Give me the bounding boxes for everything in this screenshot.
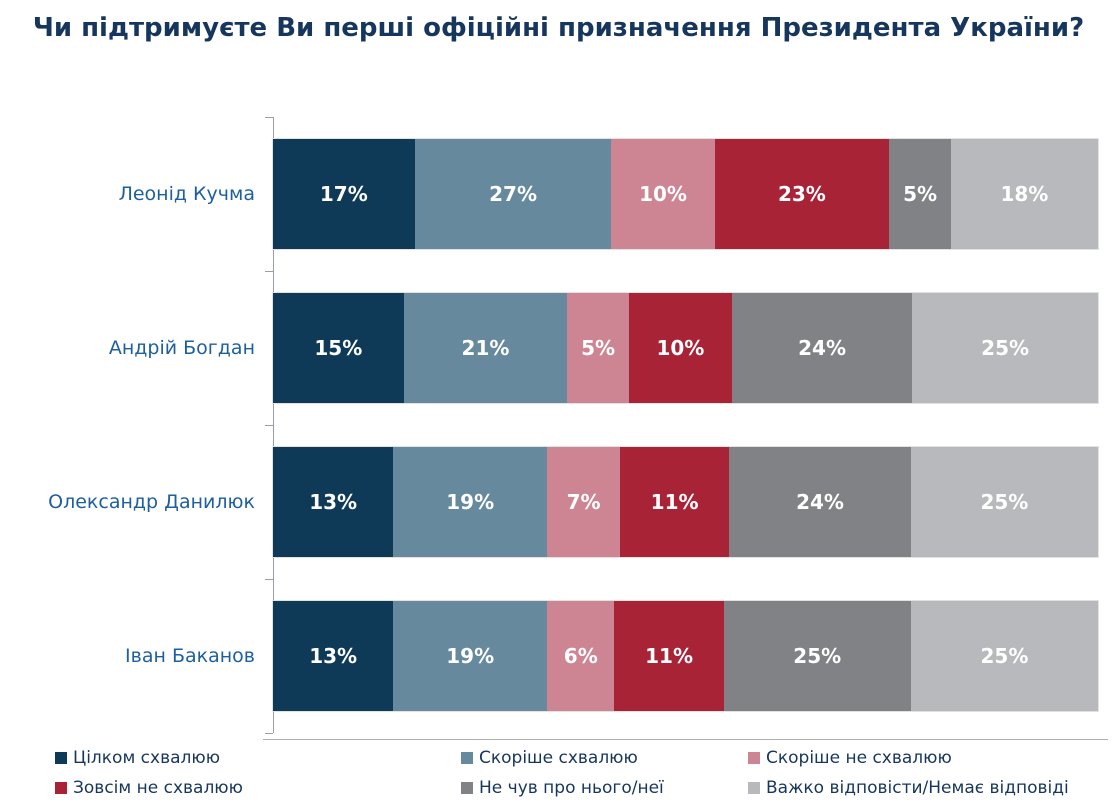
category-label: Олександр Данилюк	[48, 491, 255, 513]
bar-segment: 11%	[614, 601, 724, 711]
bar-segment: 10%	[628, 293, 732, 403]
data-label: 19%	[446, 490, 495, 514]
legend-item: Важко відповісти/Немає відповіді	[748, 778, 1069, 798]
bar-segment: 13%	[273, 601, 394, 711]
data-label: 10%	[639, 182, 687, 206]
bar-rows: Леонід Кучма 17% 27% 10% 23% 5% 18% Андрій Богд…	[0, 117, 1099, 733]
bar-segment: 21%	[403, 293, 568, 403]
legend-swatch-icon	[748, 752, 760, 764]
axis-tick	[265, 579, 273, 580]
data-label: 11%	[650, 490, 699, 514]
chart-title: Чи підтримуєте Ви перші офіційні признач…	[32, 13, 1085, 43]
legend-label: Важко відповісти/Немає відповіді	[766, 778, 1069, 798]
bar-row: Андрій Богдан 15% 21% 5% 10% 24% 25%	[0, 271, 1098, 425]
bar-row: Іван Баканов 13% 19% 6% 11% 25% 25%	[0, 579, 1099, 733]
bar-segment: 6%	[547, 601, 615, 711]
data-label: 11%	[645, 644, 693, 668]
legend-label: Цілком схвалюю	[73, 748, 221, 768]
legend-swatch-icon	[55, 752, 67, 764]
bar-row: Олександр Данилюк 13% 19% 7% 11% 24% 25%	[0, 425, 1098, 579]
data-label: 13%	[309, 490, 358, 514]
data-label: 24%	[796, 490, 844, 514]
bar-segment: 19%	[393, 601, 548, 711]
data-label: 15%	[314, 336, 363, 360]
data-label: 7%	[566, 490, 601, 514]
legend-item: Скоріше схвалюю	[461, 748, 748, 768]
stacked-bar: 13% 19% 7% 11% 24% 25%	[273, 447, 1098, 557]
legend-label: Зовсім не схвалюю	[73, 778, 243, 798]
data-label: 25%	[980, 644, 1029, 668]
bar-segment: 10%	[611, 139, 715, 249]
bar-segment: 25%	[910, 601, 1099, 711]
stacked-bar: 13% 19% 6% 11% 25% 25%	[273, 601, 1099, 711]
legend-label: Скоріше схвалюю	[479, 748, 638, 768]
data-label: 21%	[461, 336, 510, 360]
bar-segment: 25%	[723, 601, 911, 711]
legend-label: Скоріше не схвалюю	[766, 748, 952, 768]
bar-segment: 23%	[714, 139, 890, 249]
legend-item: Скоріше не схвалюю	[748, 748, 1069, 768]
data-label: 17%	[319, 182, 368, 206]
legend: Цілком схвалюю Скоріше схвалюю Скоріше не …	[55, 748, 1069, 798]
axis-tick	[265, 117, 273, 118]
legend-item: Зовсім не схвалюю	[55, 778, 461, 798]
bar-segment: 18%	[950, 139, 1098, 249]
category-label: Іван Баканов	[125, 645, 255, 667]
axis-tick	[265, 425, 273, 426]
data-label: 27%	[489, 182, 537, 206]
bar-segment: 24%	[729, 447, 911, 557]
axis-tick	[265, 271, 273, 272]
bar-segment: 19%	[393, 447, 548, 557]
bar-row: Леонід Кучма 17% 27% 10% 23% 5% 18%	[0, 117, 1098, 271]
bar-segment: 15%	[273, 293, 404, 403]
category-label: Андрій Богдан	[108, 337, 255, 359]
legend-swatch-icon	[461, 752, 473, 764]
bar-segment: 13%	[273, 447, 394, 557]
data-label: 24%	[798, 336, 846, 360]
data-label: 10%	[656, 336, 705, 360]
stacked-bar: 15% 21% 5% 10% 24% 25%	[273, 293, 1098, 403]
data-label: 6%	[563, 644, 598, 668]
legend-label: Не чув про нього/неї	[479, 778, 664, 798]
data-label: 19%	[446, 644, 495, 668]
legend-swatch-icon	[55, 782, 67, 794]
bar-segment: 25%	[910, 447, 1098, 557]
axis-tick	[265, 733, 273, 734]
data-label: 25%	[793, 644, 842, 668]
bar-segment: 25%	[912, 293, 1098, 403]
legend-item: Цілком схвалюю	[55, 748, 461, 768]
legend-swatch-icon	[461, 782, 473, 794]
bar-segment: 7%	[547, 447, 621, 557]
category-axis-line	[273, 117, 274, 733]
data-label: 25%	[980, 490, 1029, 514]
data-label: 18%	[1000, 182, 1049, 206]
stacked-bar: 17% 27% 10% 23% 5% 18%	[273, 139, 1098, 249]
data-label: 23%	[777, 182, 826, 206]
value-axis-line	[263, 739, 1108, 740]
data-label: 5%	[903, 182, 938, 206]
data-label: 13%	[309, 644, 358, 668]
data-label: 5%	[581, 336, 616, 360]
legend-item: Не чув про нього/неї	[461, 778, 748, 798]
data-label: 25%	[981, 336, 1030, 360]
bar-segment: 5%	[889, 139, 951, 249]
legend-swatch-icon	[748, 782, 760, 794]
category-label: Леонід Кучма	[118, 183, 255, 205]
bar-segment: 17%	[273, 139, 415, 249]
bar-segment: 27%	[414, 139, 612, 249]
bar-segment: 11%	[620, 447, 730, 557]
bar-segment: 5%	[567, 293, 629, 403]
bar-segment: 24%	[731, 293, 913, 403]
